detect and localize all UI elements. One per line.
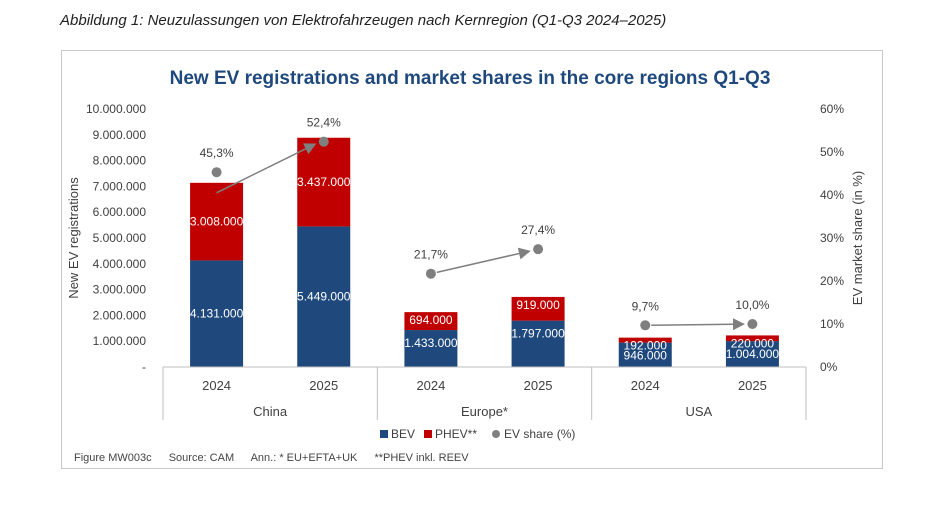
share-label: 9,7% xyxy=(632,299,660,313)
bar-phev-label: 192.000 xyxy=(624,339,668,353)
share-label: 27,4% xyxy=(521,223,555,237)
bar-bev-label: 1.797.000 xyxy=(511,327,565,341)
legend-phev-label: PHEV** xyxy=(435,427,477,441)
bar-bev xyxy=(725,341,779,367)
y-tick-label: 3.000.000 xyxy=(93,283,147,297)
y2-tick-label: 0% xyxy=(820,360,838,374)
bar-phev xyxy=(190,182,244,261)
chart-frame xyxy=(61,50,883,469)
y2-tick-label: 60% xyxy=(820,102,844,116)
y-tick-label: 10.000.000 xyxy=(86,102,146,116)
x-tick-label: 2025 xyxy=(309,378,338,393)
share-point xyxy=(425,268,436,279)
y2-tick-label: 50% xyxy=(820,145,844,159)
y2-tick-label: 20% xyxy=(820,274,844,288)
bar-bev-label: 4.131.000 xyxy=(190,307,244,321)
share-point xyxy=(533,244,544,255)
bar-bev-label: 1.433.000 xyxy=(404,336,458,350)
x-tick-label: 2024 xyxy=(631,378,660,393)
y-tick-label: 7.000.000 xyxy=(93,179,147,193)
share-trend-arrow xyxy=(216,143,317,194)
y-tick-label: 9.000.000 xyxy=(93,128,147,142)
share-label: 21,7% xyxy=(414,248,448,262)
legend-bev-swatch xyxy=(380,430,388,438)
bar-phev xyxy=(725,335,779,342)
bar-phev xyxy=(404,312,458,331)
y2-tick-label: 40% xyxy=(820,188,844,202)
y2-tick-label: 30% xyxy=(820,231,844,245)
share-label: 45,3% xyxy=(200,146,234,160)
y-axis-title: New EV registrations xyxy=(66,177,81,299)
legend-bev-label: BEV xyxy=(391,427,415,441)
bar-bev xyxy=(190,260,244,367)
x-tick-label: 2025 xyxy=(738,378,767,393)
y-tick-label: 2.000.000 xyxy=(93,308,147,322)
bar-bev xyxy=(297,226,351,367)
bar-phev-label: 694.000 xyxy=(409,313,453,327)
bar-bev xyxy=(404,330,458,367)
y-tick-label: 8.000.000 xyxy=(93,154,147,168)
share-label: 52,4% xyxy=(307,116,341,130)
bar-bev-label: 946.000 xyxy=(624,349,668,363)
bar-bev xyxy=(511,320,565,367)
share-point xyxy=(747,319,758,329)
y-tick-label: 6.000.000 xyxy=(93,205,147,219)
x-tick-label: 2024 xyxy=(416,378,445,393)
group-label: USA xyxy=(685,404,712,419)
bar-phev-label: 220.000 xyxy=(731,336,775,350)
figure-id: Figure MW003c xyxy=(74,452,152,464)
x-tick-label: 2024 xyxy=(202,378,231,393)
annotation-note: Ann.: * EU+EFTA+UK xyxy=(250,452,358,464)
share-trend-arrow xyxy=(436,247,531,274)
legend-phev-swatch xyxy=(424,430,432,438)
y-tick-label: 1.000.000 xyxy=(93,334,147,348)
bar-bev-label: 5.449.000 xyxy=(297,290,351,304)
share-point xyxy=(211,167,222,178)
x-tick-label: 2025 xyxy=(524,378,553,393)
bar-bev-label: 1.004.000 xyxy=(726,347,780,361)
share-point xyxy=(318,136,329,147)
y-tick-label: 5.000.000 xyxy=(93,231,147,245)
y-tick-label: - xyxy=(142,360,146,374)
share-label: 10,0% xyxy=(735,298,769,312)
y2-tick-label: 10% xyxy=(820,317,844,331)
legend-share-swatch xyxy=(492,430,500,438)
bar-phev xyxy=(511,296,565,321)
figure-caption: Abbildung 1: Neuzulassungen von Elektrof… xyxy=(60,12,667,29)
y-tick-label: 4.000.000 xyxy=(93,257,147,271)
y2-axis-title: EV market share (in %) xyxy=(850,171,865,305)
bar-phev-label: 3.437.000 xyxy=(297,175,351,189)
bar-bev xyxy=(618,342,672,367)
bar-phev-label: 3.008.000 xyxy=(190,215,244,229)
bar-phev xyxy=(618,337,672,343)
legend-share-label: EV share (%) xyxy=(504,427,575,441)
source-note: Source: CAM xyxy=(168,452,235,464)
bar-phev-label: 919.000 xyxy=(516,298,560,312)
chart-title: New EV registrations and market shares i… xyxy=(170,68,771,89)
share-trend-arrow xyxy=(651,318,745,331)
group-label: Europe* xyxy=(461,404,508,419)
phev-note: **PHEV inkl. REEV xyxy=(374,452,469,464)
footnote: Figure MW003c Source: CAM Ann.: * EU+EFT… xyxy=(74,452,483,464)
share-point xyxy=(640,320,651,331)
group-label: China xyxy=(253,404,288,419)
